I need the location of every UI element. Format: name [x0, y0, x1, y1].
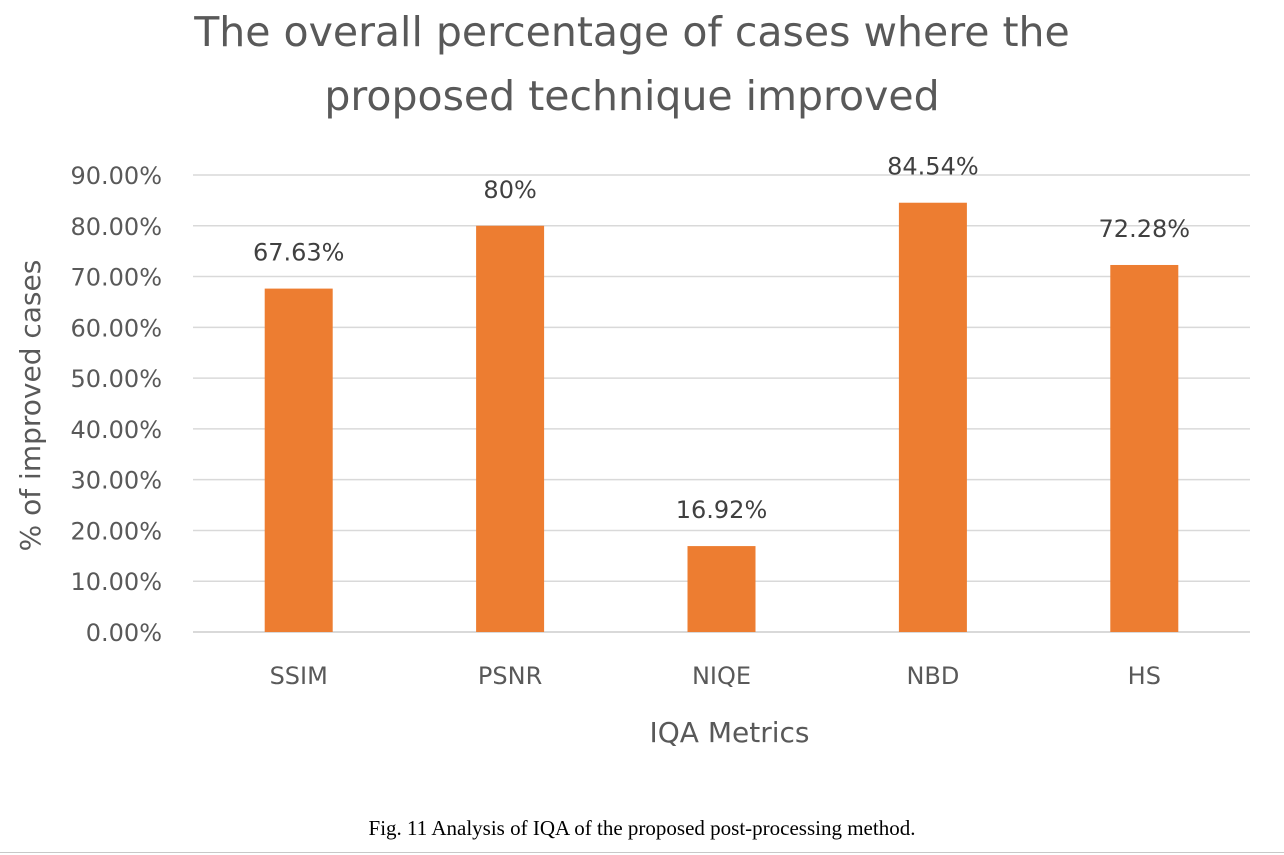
gridlines: [193, 174, 1250, 633]
x-tick-label-hs: HS: [1128, 662, 1161, 690]
y-tick-label: 10.00%: [70, 568, 162, 596]
plot-area: 0.00% 10.00% 20.00% 30.00% 40.00% 50.00% 60.00…: [14, 153, 1250, 749]
bar-hs: [1110, 264, 1179, 632]
y-tick-label: 0.00%: [86, 619, 162, 647]
data-label-hs: 72.28%: [1099, 215, 1191, 243]
x-tick-label-niqe: NIQE: [692, 662, 751, 690]
y-tick-label: 20.00%: [70, 517, 162, 545]
y-tick-label: 70.00%: [70, 264, 162, 292]
data-label-ssim: 67.63%: [253, 239, 345, 267]
bar-niqe: [687, 546, 756, 632]
bar-nbd: [898, 202, 967, 632]
x-tick-label-nbd: NBD: [906, 662, 959, 690]
data-label-nbd: 84.54%: [887, 153, 979, 181]
data-label-niqe: 16.92%: [676, 496, 768, 524]
y-tick-label: 40.00%: [70, 416, 162, 444]
x-axis-title: IQA Metrics: [650, 716, 810, 749]
y-tick-label: 50.00%: [70, 365, 162, 393]
y-axis-title: % of improved cases: [14, 260, 47, 552]
x-axis-ticks: SSIM PSNR NIQE NBD HS: [270, 662, 1161, 690]
chart-title-line-1: The overall percentage of cases where th…: [194, 8, 1070, 56]
bar-chart: The overall percentage of cases where th…: [14, 8, 1250, 749]
y-tick-label: 80.00%: [70, 213, 162, 241]
bars: [264, 202, 1179, 632]
figure-caption: Fig. 11 Analysis of IQA of the proposed …: [368, 816, 916, 840]
y-tick-label: 60.00%: [70, 314, 162, 342]
data-labels: 67.63% 80% 16.92% 84.54% 72.28%: [253, 153, 1190, 524]
y-tick-label: 30.00%: [70, 467, 162, 495]
y-tick-label: 90.00%: [70, 162, 162, 190]
chart-title-line-2: proposed technique improved: [324, 72, 940, 120]
y-axis-ticks: 0.00% 10.00% 20.00% 30.00% 40.00% 50.00% 60.00…: [70, 162, 162, 647]
bar-ssim: [264, 288, 333, 632]
data-label-psnr: 80%: [483, 176, 536, 204]
page-divider: [0, 852, 1284, 853]
x-tick-label-psnr: PSNR: [478, 662, 542, 690]
bar-psnr: [476, 225, 545, 632]
x-tick-label-ssim: SSIM: [270, 662, 328, 690]
